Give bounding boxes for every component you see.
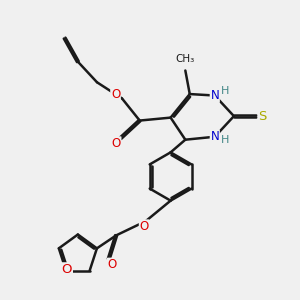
Text: O: O bbox=[108, 258, 117, 271]
Text: H: H bbox=[221, 86, 229, 96]
Text: O: O bbox=[112, 137, 121, 150]
Text: N: N bbox=[210, 130, 219, 143]
Text: O: O bbox=[140, 220, 149, 233]
Text: O: O bbox=[62, 263, 72, 276]
Text: CH₃: CH₃ bbox=[176, 54, 195, 64]
Text: S: S bbox=[258, 110, 267, 123]
Text: H: H bbox=[221, 135, 229, 145]
Text: N: N bbox=[210, 89, 219, 102]
Text: O: O bbox=[111, 88, 120, 101]
